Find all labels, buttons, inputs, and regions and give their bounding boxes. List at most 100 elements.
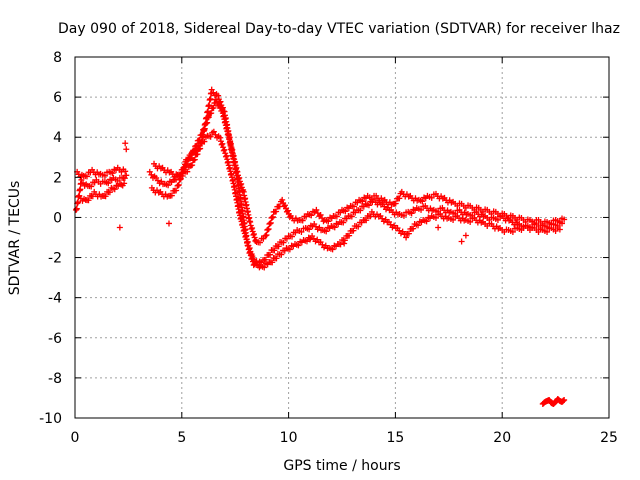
data-point	[109, 170, 116, 177]
data-point	[219, 104, 226, 111]
data-point	[561, 216, 568, 223]
data-point	[509, 228, 516, 235]
data-point	[114, 177, 121, 184]
data-point	[280, 239, 287, 246]
data-point	[83, 173, 90, 180]
data-point	[325, 218, 332, 225]
data-point	[556, 226, 563, 233]
data-point	[273, 255, 280, 262]
data-point	[101, 172, 108, 179]
data-point	[365, 202, 372, 209]
data-point	[179, 172, 186, 179]
data-point	[275, 243, 282, 250]
data-point	[219, 140, 226, 147]
data-point	[121, 180, 128, 187]
data-point	[85, 197, 92, 204]
data-point	[267, 219, 274, 226]
data-point	[191, 156, 198, 163]
data-point	[467, 218, 474, 225]
data-point	[102, 193, 109, 200]
data-point	[350, 227, 357, 234]
data-point	[256, 239, 263, 246]
data-point	[205, 108, 212, 115]
data-point	[419, 198, 426, 205]
data-point	[123, 146, 130, 153]
x-tick-label: 10	[280, 430, 298, 446]
data-point	[552, 227, 559, 234]
data-point	[346, 232, 353, 239]
data-point	[342, 208, 349, 215]
data-point	[400, 212, 407, 219]
data-point	[333, 213, 340, 220]
data-point	[357, 207, 364, 214]
data-point	[265, 225, 272, 232]
data-point	[253, 258, 260, 265]
data-point	[415, 222, 422, 229]
data-point	[111, 186, 118, 193]
data-point	[206, 102, 213, 109]
data-point	[450, 216, 457, 223]
data-point	[359, 198, 366, 205]
data-point	[116, 224, 123, 231]
axis-ticks: 0 5 10 15 20 25 -10 -8 -6 -4 -2 0 2 4 6 8	[39, 50, 618, 446]
data-point	[518, 226, 525, 233]
data-point	[146, 168, 153, 175]
data-point	[556, 218, 563, 225]
data-point	[269, 213, 276, 220]
data-point	[355, 223, 362, 230]
x-tick-label: 20	[493, 430, 511, 446]
data-point	[331, 224, 338, 231]
data-point	[363, 217, 370, 224]
data-point	[423, 218, 430, 225]
data-point	[494, 216, 501, 223]
data-point	[261, 264, 268, 271]
x-tick-label: 25	[600, 430, 618, 446]
data-point	[323, 228, 330, 235]
y-tick-label: 8	[53, 50, 62, 66]
data-point	[531, 219, 538, 226]
plot-frame	[74, 56, 610, 419]
data-point	[201, 127, 208, 134]
data-point	[88, 183, 95, 190]
data-point	[306, 236, 313, 243]
x-tick-label: 5	[177, 430, 186, 446]
data-point	[282, 202, 289, 209]
data-point	[337, 241, 344, 248]
data-point	[208, 86, 215, 93]
data-point	[221, 146, 228, 153]
data-point	[184, 168, 191, 175]
data-point	[121, 175, 128, 182]
data-point	[341, 237, 348, 244]
x-tick-label: 0	[71, 430, 80, 446]
y-tick-label: 0	[53, 210, 62, 226]
data-point	[408, 210, 415, 217]
data-point	[123, 172, 130, 179]
data-point	[74, 199, 81, 206]
data-point	[197, 145, 204, 152]
data-point	[77, 186, 84, 193]
data-point	[432, 214, 439, 221]
data-point	[202, 120, 209, 127]
data-point	[435, 224, 442, 231]
data-marks	[73, 86, 568, 407]
y-tick-label: -6	[48, 331, 62, 347]
data-point	[269, 259, 276, 266]
data-point	[340, 219, 347, 226]
y-tick-label: 6	[53, 90, 62, 106]
data-point	[350, 203, 357, 210]
data-point	[289, 233, 296, 240]
data-point	[548, 220, 555, 227]
data-point	[105, 180, 112, 187]
data-point	[561, 396, 568, 403]
data-point	[267, 251, 274, 258]
x-axis-title: GPS time / hours	[283, 458, 400, 474]
y-tick-label: -8	[48, 371, 62, 387]
data-point	[198, 139, 205, 146]
grid	[75, 57, 609, 418]
data-point	[403, 234, 410, 241]
y-tick-label: -4	[48, 291, 62, 307]
y-tick-label: 2	[53, 170, 62, 186]
data-point	[175, 181, 182, 188]
data-point	[341, 240, 348, 247]
data-point	[299, 217, 306, 224]
